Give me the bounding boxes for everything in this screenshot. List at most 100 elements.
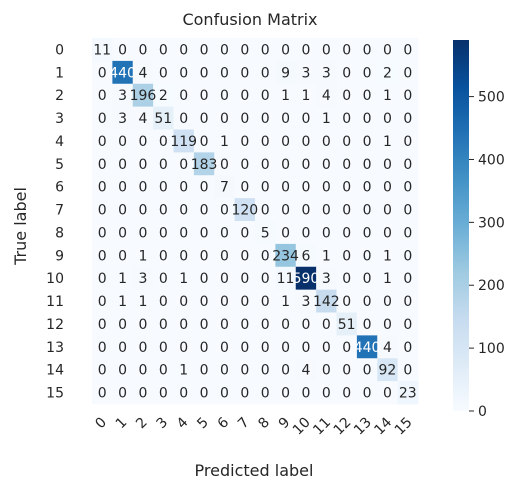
heatmap-cell (193, 60, 215, 85)
heatmap-cell (316, 106, 337, 130)
cell-value-label: 0 (363, 180, 372, 196)
heatmap-cell (397, 106, 419, 130)
cell-value-label: 0 (342, 225, 351, 241)
cell-value-label: 0 (322, 180, 331, 196)
cell-value-label: 0 (261, 203, 270, 219)
cell-value-label: 0 (301, 317, 310, 333)
cell-value-label: 0 (200, 294, 209, 310)
heatmap-cell (356, 381, 378, 405)
cell-value-label: 0 (261, 42, 270, 58)
cell-value-label: 0 (261, 317, 270, 333)
heatmap-cell (356, 152, 378, 176)
cell-value-label: 0 (118, 248, 127, 264)
cell-value-label: 0 (322, 134, 331, 150)
heatmap-cell (397, 83, 419, 108)
cell-value-label: 0 (261, 248, 270, 264)
cell-value-label: 0 (118, 180, 127, 196)
cell-value-label: 0 (403, 294, 412, 310)
cell-value-label: 0 (220, 225, 229, 241)
cell-value-label: 0 (98, 157, 107, 173)
x-tick-label: 5 (194, 415, 212, 433)
heatmap-cell (255, 38, 276, 62)
heatmap-cell (316, 198, 337, 222)
heatmap-cell (92, 175, 113, 199)
cell-value-label: 0 (118, 203, 127, 219)
y-tick-label: 3 (55, 111, 64, 127)
cell-value-label: 0 (220, 386, 229, 402)
heatmap-cell (316, 381, 337, 405)
heatmap-cell (173, 289, 195, 313)
heatmap-cell (173, 152, 195, 176)
heatmap-cell (214, 198, 236, 222)
heatmap-cell (153, 38, 174, 62)
heatmap-cell (153, 358, 174, 382)
heatmap-cell (214, 243, 236, 268)
heatmap-cell (397, 358, 419, 382)
cell-value-label: 0 (138, 363, 147, 379)
heatmap-cell (316, 60, 337, 85)
heatmap-cell (193, 152, 215, 176)
cell-value-label: 0 (200, 386, 209, 402)
heatmap-cell (112, 152, 134, 176)
cell-value-label: 0 (342, 248, 351, 264)
cell-value-label: 0 (342, 294, 351, 310)
cell-value-label: 1 (220, 134, 229, 150)
heatmap-cell (275, 38, 297, 62)
heatmap-cell (255, 221, 276, 245)
heatmap-cell (295, 175, 317, 199)
heatmap-cell (316, 152, 337, 176)
heatmap-cell (112, 266, 134, 291)
cell-value-label: 0 (138, 42, 147, 58)
heatmap-cell (255, 289, 276, 313)
heatmap-cell (377, 221, 399, 245)
cell-value-label: 0 (220, 42, 229, 58)
heatmap-cell (377, 243, 399, 268)
heatmap-cell (173, 335, 195, 359)
cell-value-label: 0 (240, 363, 249, 379)
heatmap-cell (316, 289, 337, 313)
cell-value-label: 0 (301, 203, 310, 219)
y-tick-label: 0 (55, 42, 64, 58)
cell-value-label: 0 (179, 340, 188, 356)
cell-value-label: 4 (138, 65, 147, 81)
x-tick-label: 15 (392, 415, 416, 439)
cell-value-label: 0 (179, 65, 188, 81)
heatmap-cell (397, 243, 419, 268)
heatmap-cell (356, 266, 378, 291)
heatmap-cell (214, 266, 236, 291)
heatmap-cell (275, 266, 297, 291)
cell-value-label: 1 (138, 294, 147, 310)
cell-value-label: 0 (118, 363, 127, 379)
heatmap-cell (234, 129, 256, 153)
cell-value-label: 0 (342, 157, 351, 173)
heatmap-cell (255, 243, 276, 268)
heatmap-cell (295, 335, 317, 359)
cell-value-label: 0 (200, 225, 209, 241)
heatmap-cell (214, 129, 236, 153)
cell-value-label: 0 (403, 225, 412, 241)
heatmap-cell (214, 152, 236, 176)
heatmap-cell (112, 289, 134, 313)
cell-value-label: 0 (240, 271, 249, 287)
heatmap-cell (132, 106, 154, 130)
heatmap-cell (193, 106, 215, 130)
cell-value-label: 0 (179, 111, 188, 127)
cell-value-label: 7 (220, 180, 229, 196)
cell-value-label: 0 (98, 134, 107, 150)
heatmap-cell (356, 38, 378, 62)
cell-value-label: 0 (261, 294, 270, 310)
heatmap-cell (356, 243, 378, 268)
cell-value-label: 0 (98, 225, 107, 241)
cell-value-label: 0 (342, 42, 351, 58)
cell-value-label: 0 (301, 42, 310, 58)
heatmap-cell (336, 221, 358, 245)
cell-value-label: 0 (403, 363, 412, 379)
heatmap-cell (377, 60, 399, 85)
cell-value-label: 0 (261, 157, 270, 173)
cell-value-label: 0 (220, 157, 229, 173)
heatmap-cell (153, 289, 174, 313)
cell-value-label: 0 (200, 203, 209, 219)
cell-value-label: 0 (159, 271, 168, 287)
heatmap-cell (234, 38, 256, 62)
